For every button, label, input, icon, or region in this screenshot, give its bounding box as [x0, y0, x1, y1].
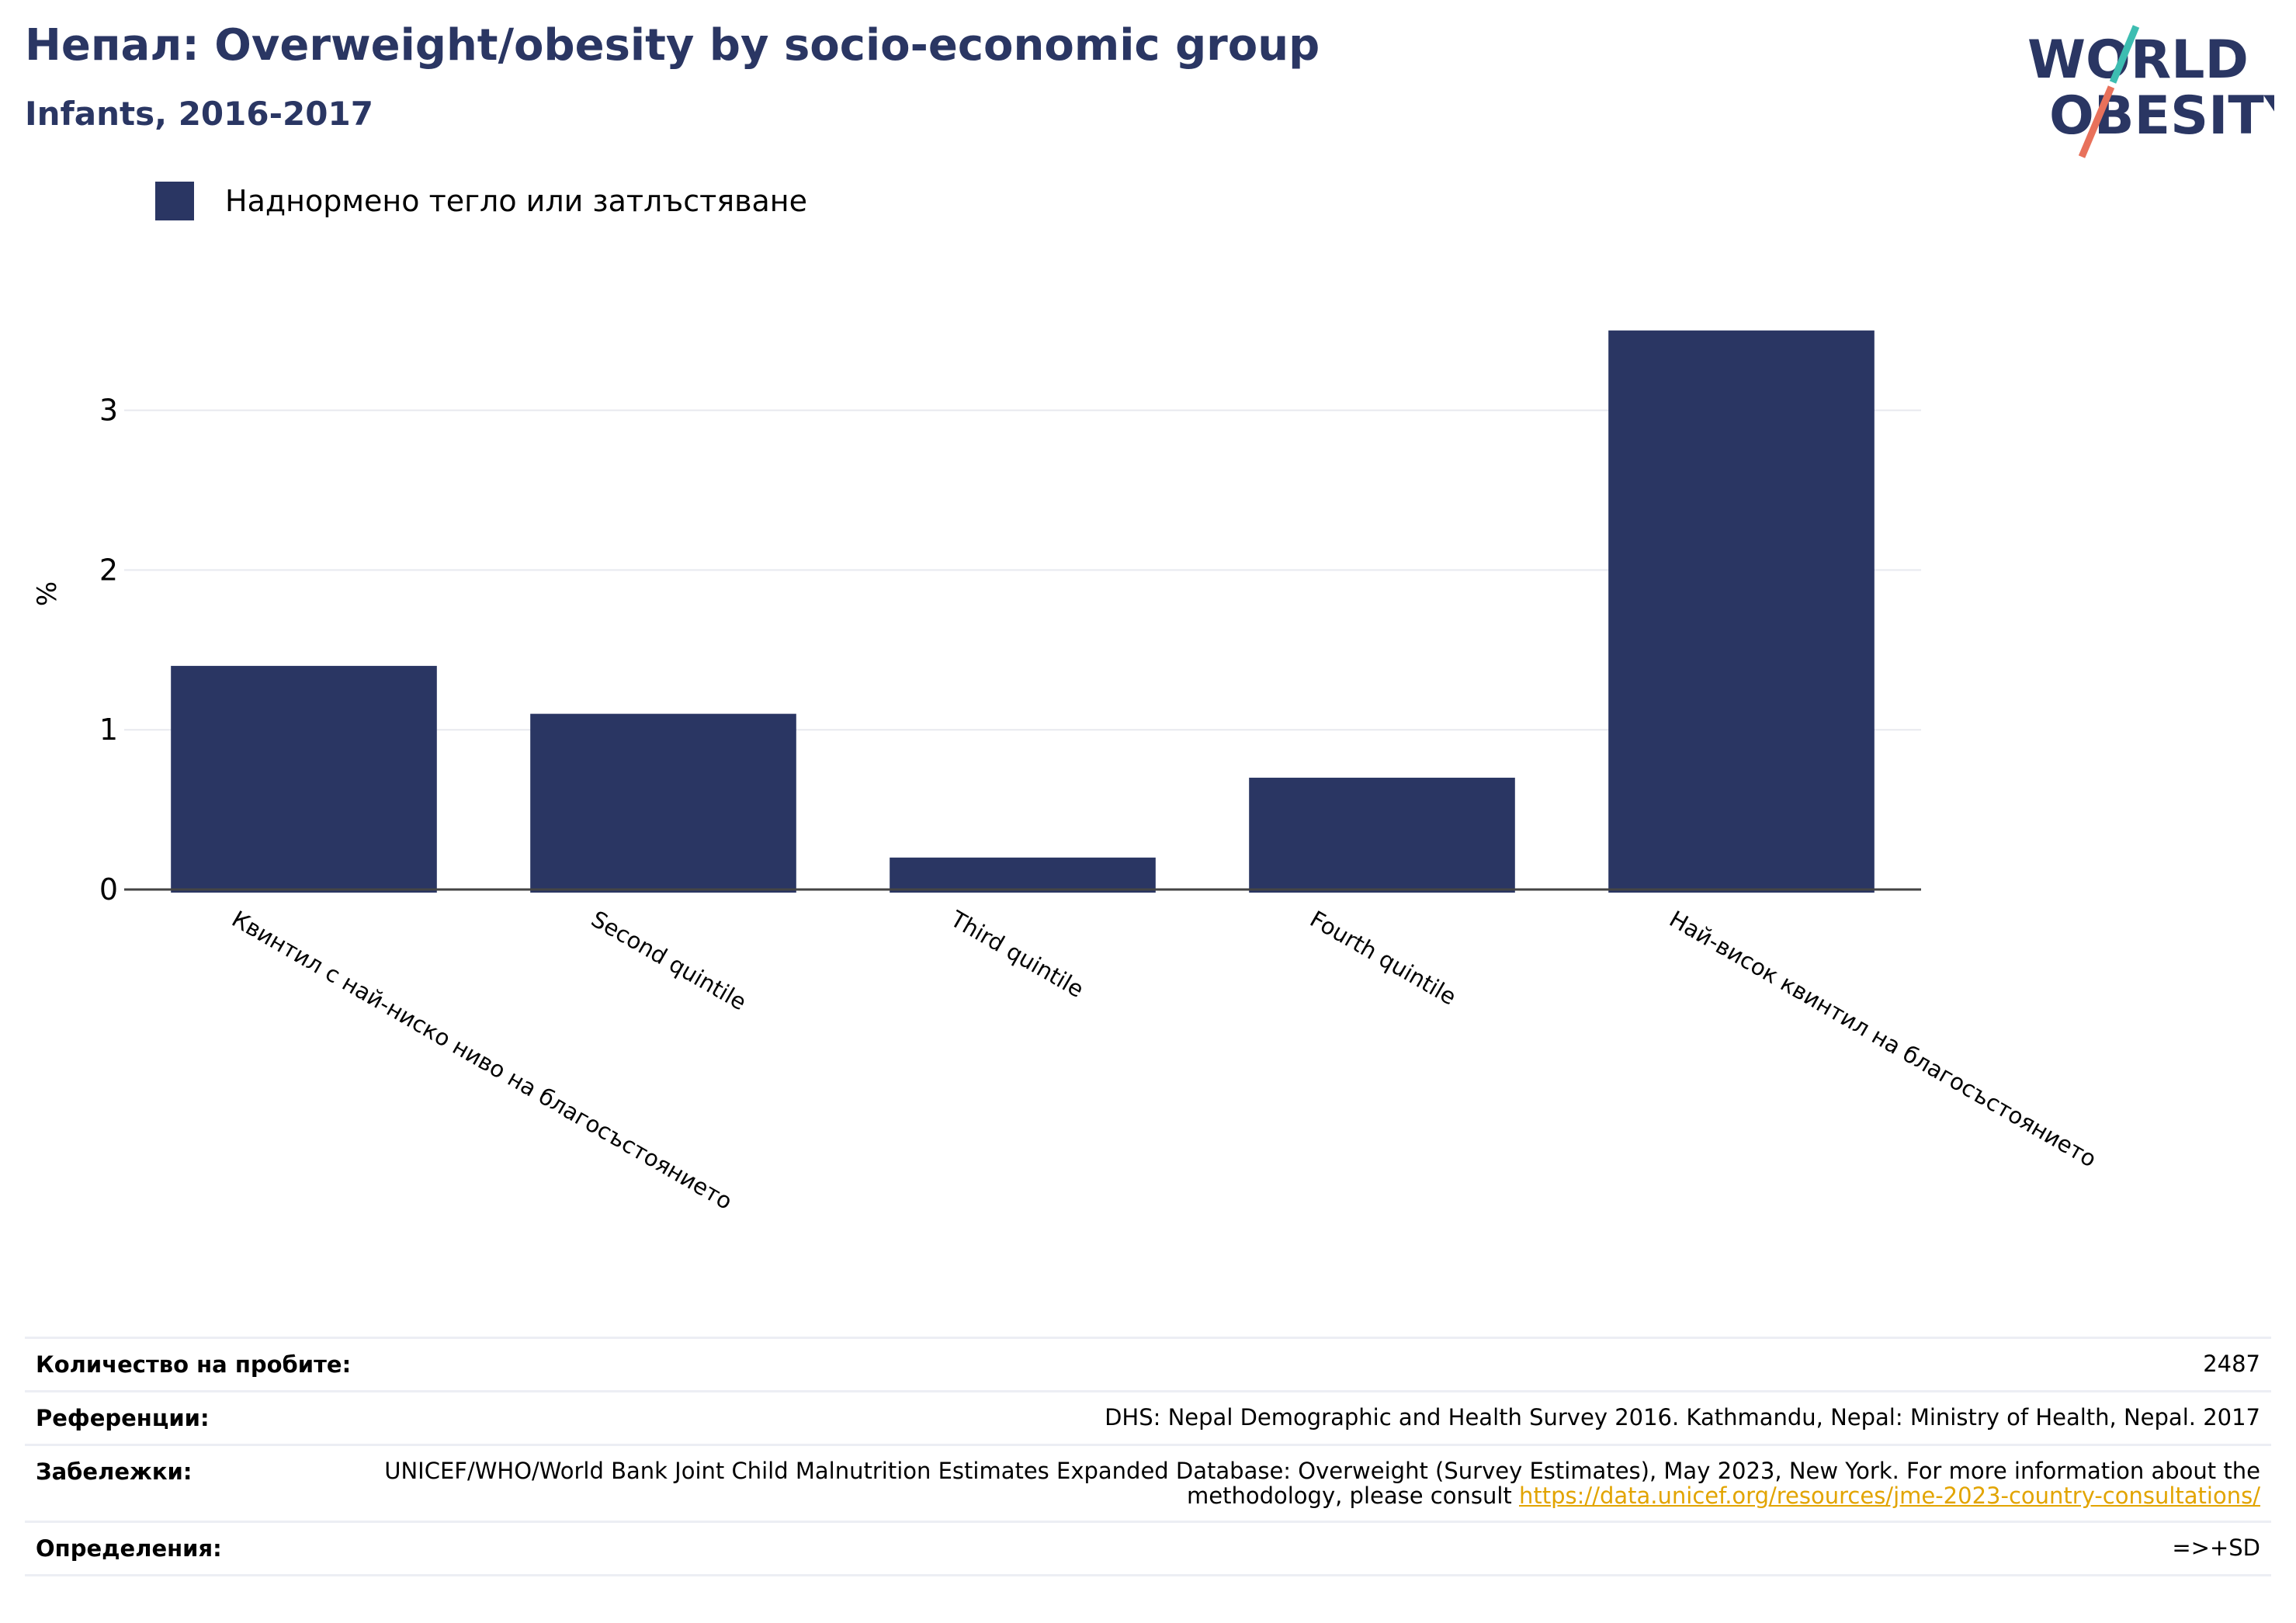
bar	[171, 665, 437, 893]
x-tick-label: Най-висок квинтил на благосъстоянието	[1665, 906, 2101, 1173]
legend-label: Наднормено тегло или затлъстяване	[225, 184, 807, 218]
info-value: =>+SD	[2172, 1535, 2260, 1561]
bar	[530, 713, 796, 893]
world-obesity-logo: WORLD OBESITY	[2027, 25, 2274, 158]
logo-slash-coral	[2078, 85, 2115, 158]
y-axis-label: %	[32, 581, 63, 606]
bar	[890, 857, 1156, 893]
notes-text: UNICEF/WHO/World Bank Joint Child Malnut…	[384, 1458, 2260, 1509]
info-key: Количество на пробите:	[36, 1351, 352, 1378]
y-tick-label: 3	[99, 394, 118, 428]
logo-text-world: WORLD	[2027, 29, 2249, 91]
x-tick-label: Fourth quintile	[1306, 906, 1461, 1011]
x-tick-label: Second quintile	[587, 906, 751, 1016]
bar	[1608, 330, 1875, 893]
info-row-definitions: Определения: =>+SD	[25, 1521, 2271, 1576]
info-table: Количество на пробите: 2487 Референции: …	[25, 1337, 2271, 1576]
info-row-sample-size: Количество на пробите: 2487	[25, 1337, 2271, 1390]
info-row-references: Референции: DHS: Nepal Demographic and H…	[25, 1390, 2271, 1444]
methodology-link[interactable]: https://data.unicef.org/resources/jme-20…	[1519, 1483, 2260, 1509]
logo-slash-teal	[2109, 25, 2140, 84]
legend: Наднормено тегло или затлъстяване	[155, 182, 807, 220]
x-tick-label: Third quintile	[945, 905, 1088, 1003]
bar	[1249, 777, 1515, 893]
chart-title: Непал: Overweight/obesity by socio-econo…	[25, 20, 1320, 71]
info-value: 2487	[2203, 1351, 2260, 1377]
y-tick-label: 0	[99, 872, 118, 907]
y-tick-label: 2	[99, 553, 118, 587]
info-key: Референции:	[36, 1405, 210, 1431]
info-key: Забележки:	[36, 1458, 192, 1485]
info-value: UNICEF/WHO/World Bank Joint Child Malnut…	[359, 1458, 2260, 1508]
legend-swatch	[155, 182, 194, 220]
info-key: Определения:	[36, 1535, 222, 1562]
info-value: DHS: Nepal Demographic and Health Survey…	[1105, 1404, 2260, 1431]
chart-subtitle: Infants, 2016-2017	[25, 95, 373, 133]
y-tick-label: 1	[99, 713, 118, 747]
info-row-notes: Забележки: UNICEF/WHO/World Bank Joint C…	[25, 1444, 2271, 1521]
